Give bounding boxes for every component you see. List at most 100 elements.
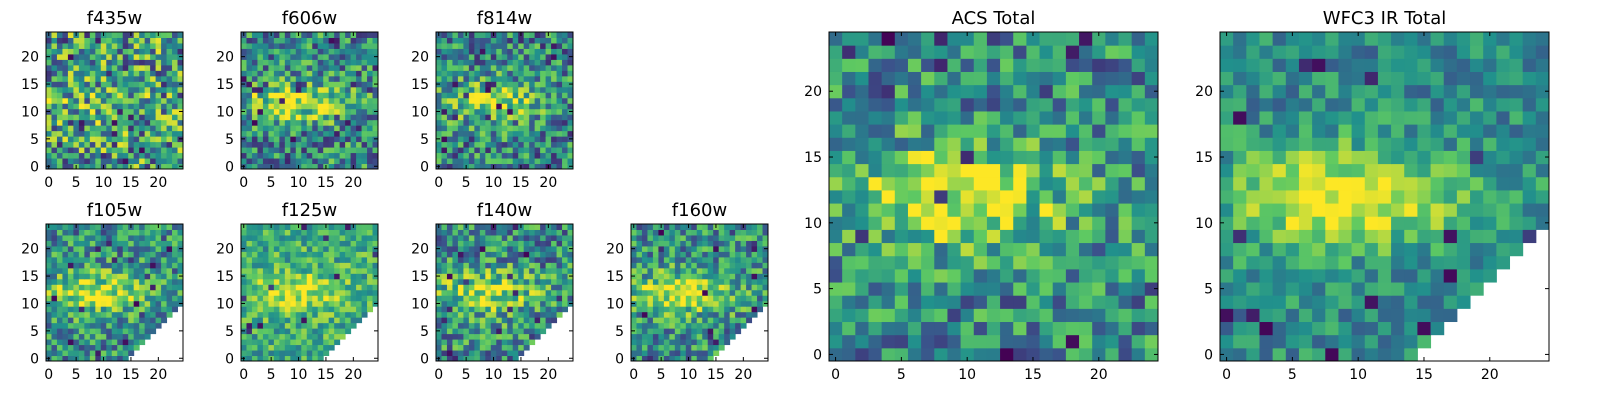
- heatmap-cell: [67, 141, 74, 148]
- heatmap-cell: [251, 64, 258, 71]
- heatmap-cell: [262, 328, 269, 335]
- heatmap-cell: [84, 136, 91, 143]
- heatmap-cell: [729, 234, 736, 241]
- heatmap-cell: [441, 92, 448, 99]
- heatmap-cell: [95, 234, 102, 241]
- heatmap-cell: [696, 344, 703, 351]
- heatmap-cell: [150, 53, 157, 60]
- heatmap-cell: [62, 125, 69, 132]
- heatmap-cell: [106, 42, 113, 49]
- heatmap-cell: [868, 347, 883, 362]
- heatmap-cell: [436, 59, 442, 66]
- heatmap-cell: [696, 328, 703, 335]
- heatmap-cell: [934, 347, 948, 362]
- heatmap-cell: [262, 339, 269, 346]
- heatmap-cell: [501, 256, 508, 263]
- heatmap-cell: [518, 273, 525, 280]
- heatmap-cell: [680, 350, 687, 357]
- heatmap-cell: [100, 344, 107, 351]
- heatmap-cell: [518, 152, 525, 159]
- heatmap-cell: [674, 262, 681, 269]
- heatmap-cell: [529, 92, 536, 99]
- heatmap-cell: [658, 251, 665, 258]
- heatmap-cell: [1131, 216, 1146, 230]
- heatmap-cell: [457, 289, 464, 296]
- heatmap-cell: [155, 125, 162, 132]
- heatmap-cell: [117, 350, 124, 357]
- heatmap-cell: [707, 245, 714, 252]
- heatmap-cell: [339, 328, 346, 335]
- heatmap-cell: [177, 119, 184, 126]
- heatmap-cell: [155, 295, 162, 302]
- heatmap-cell: [100, 64, 107, 71]
- heatmap-cell: [518, 37, 525, 44]
- heatmap-cell: [345, 240, 352, 247]
- heatmap-cell: [128, 147, 135, 154]
- heatmap-cell: [468, 92, 475, 99]
- heatmap-cell: [551, 81, 558, 88]
- heatmap-cell: [111, 322, 118, 329]
- heatmap-cell: [894, 110, 909, 125]
- heatmap-cell: [529, 240, 536, 247]
- heatmap-cell: [534, 141, 541, 148]
- heatmap-cell: [1013, 124, 1027, 138]
- heatmap-cell: [273, 322, 280, 329]
- heatmap-cell: [251, 70, 258, 77]
- heatmap-cell: [479, 103, 486, 110]
- heatmap-cell: [290, 262, 297, 269]
- heatmap-cell: [166, 53, 173, 60]
- heatmap-cell: [56, 70, 63, 77]
- heatmap-cell: [317, 136, 324, 143]
- heatmap-cell: [973, 45, 988, 59]
- heatmap-cell: [166, 64, 173, 71]
- heatmap-cell: [133, 300, 140, 307]
- heatmap-cell: [89, 37, 96, 44]
- heatmap-cell: [441, 355, 448, 362]
- heatmap-cell: [46, 42, 52, 49]
- heatmap-cell: [284, 256, 291, 263]
- heatmap-cell: [468, 59, 475, 66]
- heatmap-cell: [441, 147, 448, 154]
- heatmap-cell: [172, 256, 179, 263]
- heatmap-cell: [691, 240, 698, 247]
- heatmap-cell: [463, 289, 470, 296]
- heatmap-cell: [551, 289, 558, 296]
- heatmap-cell: [361, 306, 368, 313]
- heatmap-cell: [534, 163, 541, 170]
- heatmap-cell: [122, 37, 129, 44]
- x-tick-label: 5: [462, 175, 471, 191]
- heatmap-cell: [78, 355, 85, 362]
- heatmap-cell: [551, 229, 558, 236]
- heatmap-cell: [512, 152, 519, 159]
- heatmap-cell: [268, 234, 275, 241]
- heatmap-cell: [829, 97, 843, 112]
- heatmap-cell: [441, 119, 448, 126]
- heatmap-cell: [73, 75, 80, 82]
- heatmap-cell: [166, 108, 173, 115]
- heatmap-cell: [468, 108, 475, 115]
- heatmap-cell: [457, 333, 464, 340]
- heatmap-cell: [295, 130, 302, 137]
- heatmap-cell: [479, 147, 486, 154]
- heatmap-cell: [78, 64, 85, 71]
- heatmap-cell: [177, 278, 184, 285]
- heatmap-cell: [273, 48, 280, 55]
- heatmap-cell: [166, 103, 173, 110]
- heatmap-cell: [306, 295, 313, 302]
- heatmap-cell: [485, 70, 492, 77]
- heatmap-cell: [139, 300, 146, 307]
- y-tick-label: 0: [30, 351, 39, 367]
- heatmap-cell: [372, 147, 379, 154]
- heatmap-cell: [155, 306, 162, 313]
- heatmap-cell: [106, 295, 113, 302]
- heatmap-cell: [268, 53, 275, 60]
- heatmap-cell: [658, 306, 665, 313]
- heatmap-cell: [534, 300, 541, 307]
- heatmap-cell: [172, 119, 179, 126]
- heatmap-cell: [251, 328, 258, 335]
- heatmap-cell: [62, 59, 69, 66]
- heatmap-cell: [529, 114, 536, 121]
- heatmap-cell: [51, 262, 58, 269]
- heatmap-cell: [62, 256, 69, 263]
- heatmap-cell: [166, 245, 173, 252]
